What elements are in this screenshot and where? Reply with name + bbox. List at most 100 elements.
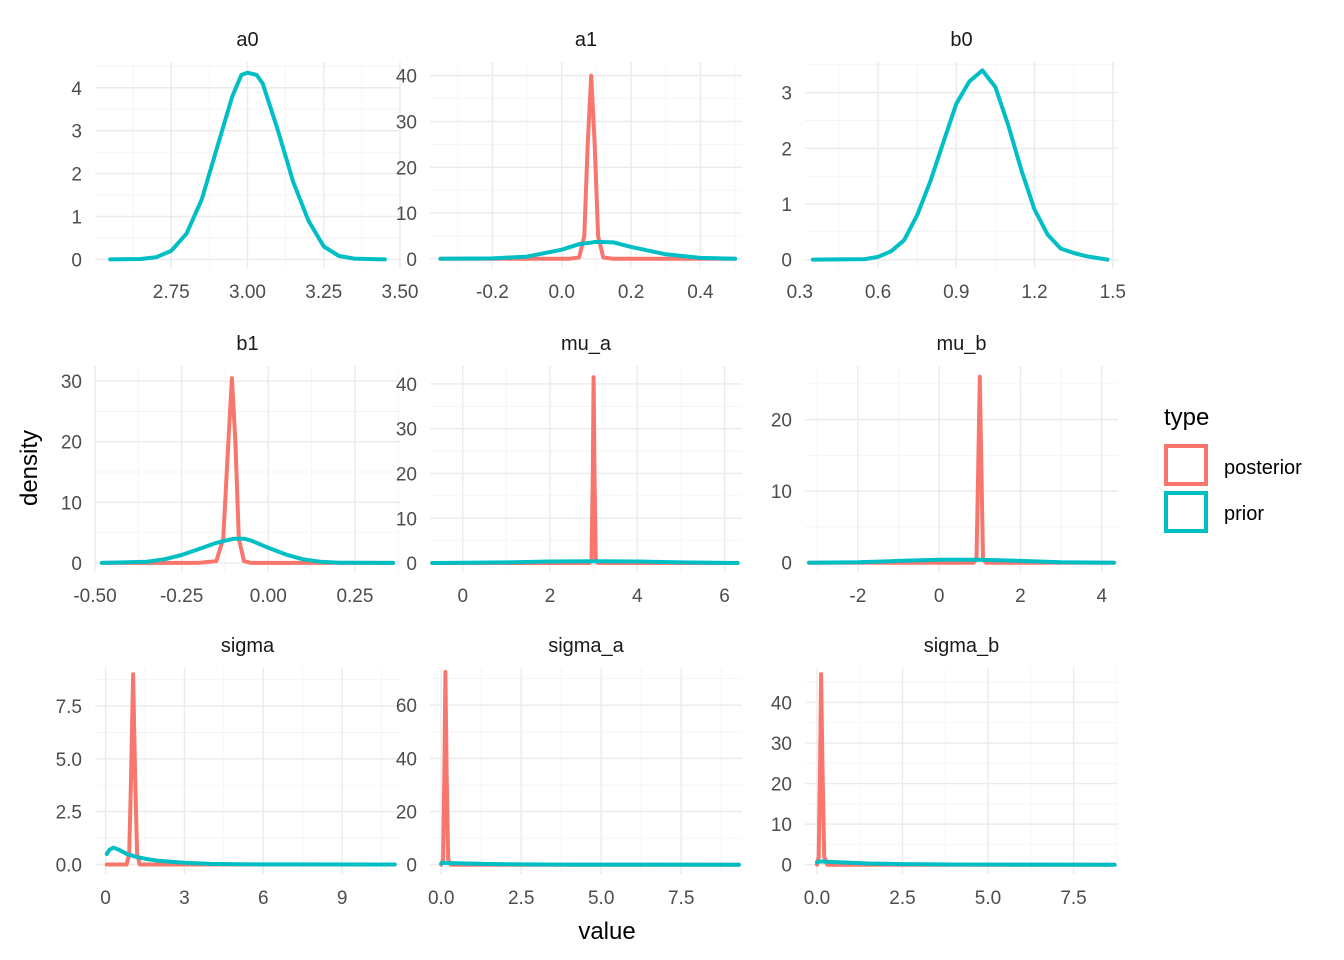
x-tick-label: 7.5: [668, 888, 694, 909]
legend-key-prior: [1164, 491, 1208, 533]
y-tick-label: 1: [71, 208, 82, 229]
x-tick-label: 0: [934, 586, 945, 607]
y-tick-label: 7.5: [56, 697, 82, 718]
y-tick-label: 20: [771, 775, 792, 796]
x-tick-label: -0.50: [73, 586, 116, 607]
x-tick-label: -0.25: [160, 586, 203, 607]
x-tick-label: 3.00: [229, 282, 266, 303]
y-tick-label: 20: [396, 464, 417, 485]
y-tick-label: 10: [771, 482, 792, 503]
y-tick-label: 60: [396, 696, 417, 717]
panel-sigma: 0 3 6 9 0.0 2.5 5.0 7.5 sigma: [56, 635, 400, 909]
x-tick-label: 4: [632, 586, 643, 607]
y-tick-label: 40: [771, 693, 792, 714]
y-tick-label: 2: [71, 165, 82, 186]
x-tick-label: 3.50: [382, 282, 419, 303]
y-tick-label: 30: [771, 734, 792, 755]
y-tick-label: 20: [771, 411, 792, 432]
series-line-prior: [815, 859, 1117, 867]
x-tick-label: 0.3: [787, 282, 813, 303]
x-tick-label: 0.0: [804, 888, 830, 909]
series-line-prior: [810, 68, 1110, 262]
panel-title: b0: [950, 29, 972, 51]
y-tick-label: 10: [396, 509, 417, 530]
series-line-prior: [439, 860, 741, 867]
panel-title: mu_b: [936, 333, 986, 355]
panel-b0: 0.3 0.6 0.9 1.2 1.5 0 1 2 3 b0: [781, 29, 1126, 303]
x-tick-label: 2.75: [153, 282, 190, 303]
x-tick-label: 6: [258, 888, 269, 909]
panel-title: sigma: [221, 635, 275, 657]
series-line-posterior: [99, 376, 396, 565]
x-tick-label: 2.5: [508, 888, 534, 909]
x-tick-label: 5.0: [588, 888, 614, 909]
x-tick-label: 0.25: [336, 586, 373, 607]
y-tick-label: 20: [61, 433, 82, 454]
x-tick-label: 0.4: [687, 282, 714, 303]
y-tick-label: 40: [396, 375, 417, 396]
panel-title: sigma_a: [548, 635, 624, 657]
panel-b1: -0.50 -0.25 0.00 0.25 0 10 20 30 b1: [61, 333, 400, 607]
y-tick-label: 2: [781, 139, 792, 160]
y-tick-label: 30: [61, 372, 82, 393]
series-line-posterior: [430, 375, 740, 565]
x-tick-label: 2: [545, 586, 556, 607]
x-axis-title: value: [578, 918, 635, 945]
x-tick-label: 0.0: [549, 282, 575, 303]
panel-title: a1: [575, 29, 597, 51]
x-tick-label: 2: [1015, 586, 1026, 607]
x-tick-label: 0: [100, 888, 111, 909]
x-tick-label: 0: [457, 586, 468, 607]
y-tick-label: 2.5: [56, 803, 82, 824]
y-tick-label: 1: [781, 195, 792, 216]
panel-mu-a: 0 2 4 6 0 10 20 30 40 mu_a: [396, 333, 742, 607]
legend-label-prior: prior: [1224, 503, 1264, 525]
y-tick-label: 0: [71, 554, 82, 575]
y-tick-label: 20: [396, 803, 417, 824]
y-tick-label: 10: [396, 204, 417, 225]
y-tick-label: 0: [71, 250, 82, 271]
series-line-posterior: [104, 672, 397, 867]
y-tick-label: 3: [781, 84, 792, 105]
y-tick-label: 30: [396, 113, 417, 134]
y-tick-label: 0.0: [56, 855, 82, 876]
legend-title: type: [1164, 404, 1209, 431]
y-tick-label: 0: [406, 250, 417, 271]
panel-sigma-b: 0.0 2.5 5.0 7.5 0 10 20 30 40 sigma_b: [771, 635, 1118, 909]
legend-label-posterior: posterior: [1224, 457, 1302, 479]
x-tick-label: 9: [337, 888, 348, 909]
y-tick-label: 40: [396, 749, 417, 770]
x-tick-label: 7.5: [1060, 888, 1086, 909]
y-tick-label: 3: [71, 122, 82, 143]
y-tick-label: 20: [396, 158, 417, 179]
panel-title: b1: [236, 333, 258, 355]
y-tick-label: 30: [396, 420, 417, 441]
y-tick-label: 0: [406, 554, 417, 575]
x-tick-label: 6: [719, 586, 730, 607]
x-tick-label: -0.2: [476, 282, 509, 303]
panel-title: a0: [236, 29, 258, 51]
series-line-prior: [99, 536, 396, 565]
y-tick-label: 40: [396, 67, 417, 88]
x-tick-label: 0.2: [618, 282, 644, 303]
panel-sigma-a: 0.0 2.5 5.0 7.5 0 20 40 60 sigma_a: [396, 635, 742, 909]
x-tick-label: 1.2: [1021, 282, 1047, 303]
x-tick-label: 0.00: [250, 586, 287, 607]
x-tick-label: 5.0: [975, 888, 1001, 909]
y-tick-label: 0: [406, 856, 417, 877]
series-line-prior: [104, 845, 397, 867]
y-tick-label: 0: [781, 856, 792, 877]
series-line-prior: [108, 70, 387, 262]
x-tick-label: 3: [179, 888, 190, 909]
x-tick-label: 0.9: [943, 282, 969, 303]
panel-a1: -0.2 0.0 0.2 0.4 0 10 20 30 40 a1: [396, 29, 742, 303]
x-tick-label: 0.6: [865, 282, 891, 303]
y-tick-label: 5.0: [56, 750, 82, 771]
panel-title: sigma_b: [924, 635, 1000, 657]
y-tick-label: 10: [771, 815, 792, 836]
series-line-posterior: [807, 374, 1116, 565]
panel-a0: 2.75 3.00 3.25 3.50 0 1 2 3 4 a0: [71, 29, 418, 303]
series-line-posterior: [438, 73, 738, 261]
